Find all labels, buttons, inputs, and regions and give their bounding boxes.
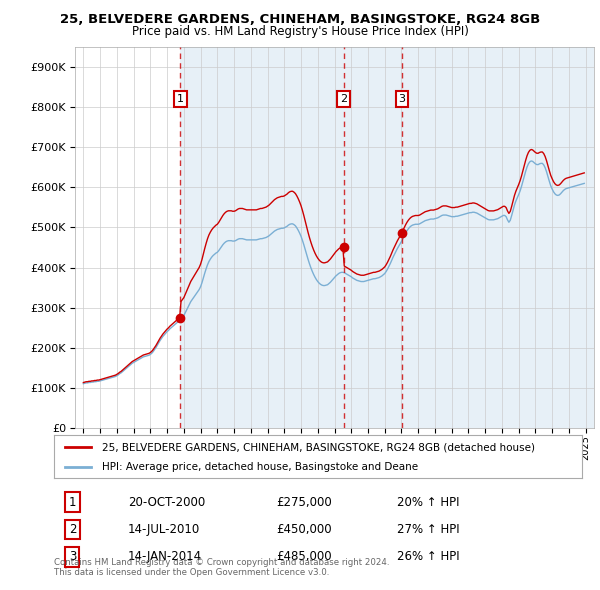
Text: 27% ↑ HPI: 27% ↑ HPI — [397, 523, 460, 536]
Text: 2: 2 — [69, 523, 76, 536]
Text: Price paid vs. HM Land Registry's House Price Index (HPI): Price paid vs. HM Land Registry's House … — [131, 25, 469, 38]
Text: 3: 3 — [69, 550, 76, 563]
Text: £450,000: £450,000 — [276, 523, 331, 536]
Text: 2: 2 — [340, 94, 347, 104]
Text: 25, BELVEDERE GARDENS, CHINEHAM, BASINGSTOKE, RG24 8GB (detached house): 25, BELVEDERE GARDENS, CHINEHAM, BASINGS… — [101, 442, 535, 453]
Text: £485,000: £485,000 — [276, 550, 331, 563]
Text: 3: 3 — [398, 94, 406, 104]
Text: 1: 1 — [177, 94, 184, 104]
Bar — [181, 47, 594, 428]
Text: 26% ↑ HPI: 26% ↑ HPI — [397, 550, 460, 563]
Text: 14-JAN-2014: 14-JAN-2014 — [128, 550, 202, 563]
Text: £275,000: £275,000 — [276, 496, 332, 509]
Text: 14-JUL-2010: 14-JUL-2010 — [128, 523, 200, 536]
Text: 20-OCT-2000: 20-OCT-2000 — [128, 496, 205, 509]
Text: 20% ↑ HPI: 20% ↑ HPI — [397, 496, 460, 509]
Text: 25, BELVEDERE GARDENS, CHINEHAM, BASINGSTOKE, RG24 8GB: 25, BELVEDERE GARDENS, CHINEHAM, BASINGS… — [60, 13, 540, 26]
Text: HPI: Average price, detached house, Basingstoke and Deane: HPI: Average price, detached house, Basi… — [101, 463, 418, 472]
Text: Contains HM Land Registry data © Crown copyright and database right 2024.
This d: Contains HM Land Registry data © Crown c… — [54, 558, 389, 577]
Text: 1: 1 — [69, 496, 76, 509]
